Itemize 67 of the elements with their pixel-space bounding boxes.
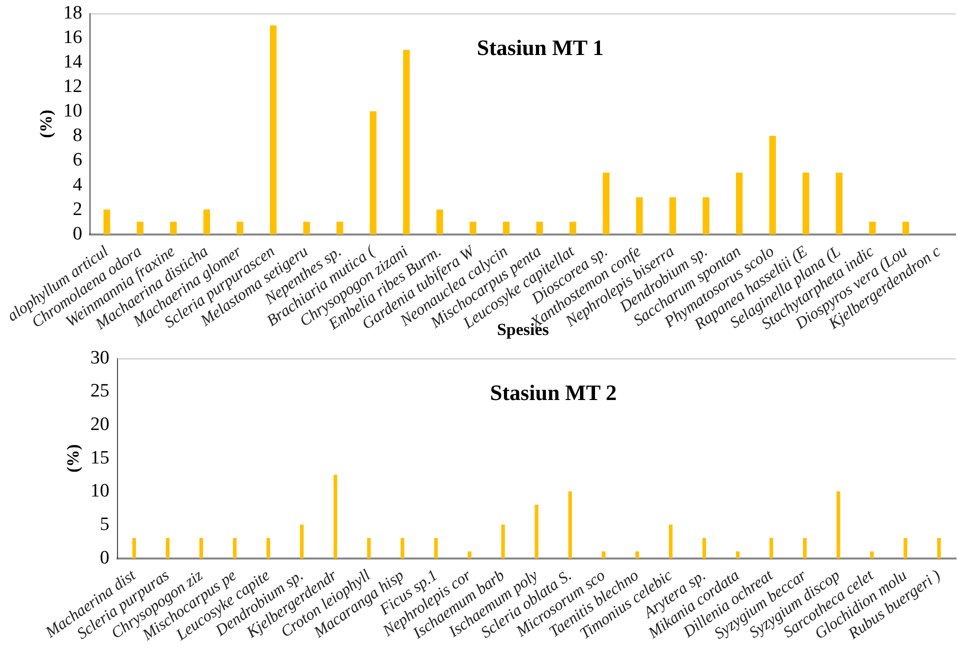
bar [232,538,237,558]
y-tick-label: 12 [63,76,82,98]
bar [370,111,376,234]
y-tick-label: 30 [90,347,110,368]
y-tick-label: 20 [90,414,110,436]
y-tick-label: 8 [72,125,82,146]
bar [570,222,576,234]
bar [434,538,438,558]
bar [300,524,304,558]
y-tick-label: 4 [72,174,83,196]
bar [702,197,710,234]
y-tick-label: 10 [90,480,110,502]
bar [602,172,610,234]
bar [769,136,776,234]
bar [534,504,538,558]
bar [336,222,344,234]
y-tick-label: 0 [72,223,82,244]
y-tick-label: 25 [90,380,110,402]
bar [636,197,643,234]
bar [136,222,144,234]
y-tick-label: 2 [72,198,82,220]
bar [403,50,410,234]
bar [904,538,908,558]
bar [436,210,444,234]
bar [270,25,277,234]
y-axis-title: (%) [64,444,83,473]
y-tick-label: 18 [63,2,82,24]
bar [266,538,270,558]
y-tick-label: 14 [63,51,83,72]
bar [803,538,807,558]
bar [199,538,204,558]
bar [303,222,310,234]
bar [501,524,505,558]
y-axis-title: (%) [36,110,56,138]
bar [937,538,941,558]
bar [170,222,177,234]
bar [400,538,404,558]
bar [470,222,476,234]
bar [334,474,338,558]
bar [769,538,774,558]
y-tick-label: 5 [100,514,110,535]
bar [702,538,706,558]
bar [802,172,810,234]
bar [236,222,244,234]
bar [468,551,472,558]
bar [902,222,910,234]
bar [836,172,843,234]
y-tick-label: 0 [100,547,110,568]
bar [203,210,210,234]
bar [836,491,840,558]
bar [132,538,136,558]
bar [502,222,510,234]
bar [367,538,371,558]
bar [166,538,170,558]
bar [736,172,743,234]
bar [869,222,876,234]
text: Stasiun MT 1 [476,35,604,60]
bar [568,491,572,558]
y-tick-label: 6 [72,150,82,171]
bar [104,210,110,234]
text: Stasiun MT 2 [490,380,617,406]
bar [668,524,673,558]
y-tick-label: 16 [63,26,82,48]
bar [536,222,543,234]
y-tick-label: 10 [63,100,82,122]
y-tick-label: 15 [90,447,110,468]
bar [669,197,676,234]
